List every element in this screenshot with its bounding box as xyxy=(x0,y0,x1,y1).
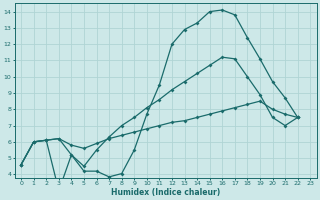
X-axis label: Humidex (Indice chaleur): Humidex (Indice chaleur) xyxy=(111,188,220,197)
